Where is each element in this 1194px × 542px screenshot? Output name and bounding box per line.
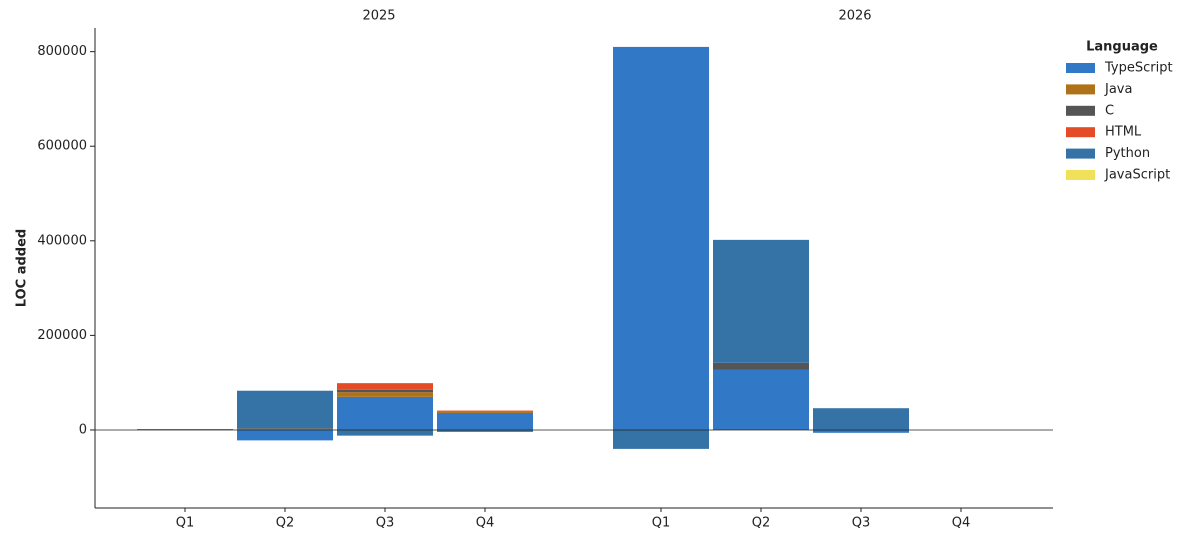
legend-label: C [1105, 103, 1114, 118]
legend-label: JavaScript [1104, 168, 1170, 183]
bar-segment [337, 396, 433, 430]
bar-segment [613, 429, 709, 449]
bar-segment [437, 412, 533, 430]
x-tick-label: Q4 [476, 516, 495, 531]
legend-label: HTML [1105, 125, 1142, 140]
x-tick-label: Q2 [752, 516, 771, 531]
bar-segment [237, 429, 333, 441]
x-tick-label: Q3 [376, 516, 395, 531]
x-tick-label: Q1 [176, 516, 195, 531]
bar-segment [713, 369, 809, 430]
x-tick-label: Q1 [652, 516, 671, 531]
legend-label: TypeScript [1104, 61, 1173, 76]
bar-segment [713, 239, 809, 363]
bar-segment [437, 411, 533, 413]
facet-label: 2026 [838, 9, 871, 24]
bar-segment [237, 390, 333, 429]
bar-segment [337, 392, 433, 397]
legend-swatch [1066, 84, 1095, 95]
x-tick-label: Q2 [276, 516, 295, 531]
legend-swatch [1066, 63, 1095, 73]
y-tick-label: 600000 [37, 139, 87, 154]
legend-swatch [1066, 148, 1095, 159]
bar-segment [813, 429, 909, 433]
y-tick-label: 800000 [37, 44, 87, 59]
y-tick-label: 0 [79, 422, 87, 437]
legend-title: Language [1086, 40, 1158, 55]
x-tick-label: Q3 [852, 516, 871, 531]
bar-segment [237, 428, 333, 430]
legend-swatch [1066, 105, 1095, 116]
legend-label: Java [1104, 82, 1132, 97]
facet-label: 2025 [362, 9, 395, 24]
y-tick-label: 200000 [37, 328, 87, 343]
y-tick-label: 400000 [37, 233, 87, 248]
bar-segment [613, 46, 709, 430]
bar-segment [337, 389, 433, 393]
bar-segment [137, 429, 233, 430]
x-tick-label: Q4 [952, 516, 971, 531]
bar-segment [813, 408, 909, 430]
legend-swatch [1066, 127, 1095, 138]
legend-swatch [1066, 170, 1095, 180]
bar-segment [713, 362, 809, 370]
bar-segment [437, 429, 533, 432]
y-axis-title: LOC added [15, 229, 30, 307]
bar-segment [337, 383, 433, 390]
legend-label: Python [1105, 146, 1150, 161]
bar-segment [337, 429, 433, 436]
